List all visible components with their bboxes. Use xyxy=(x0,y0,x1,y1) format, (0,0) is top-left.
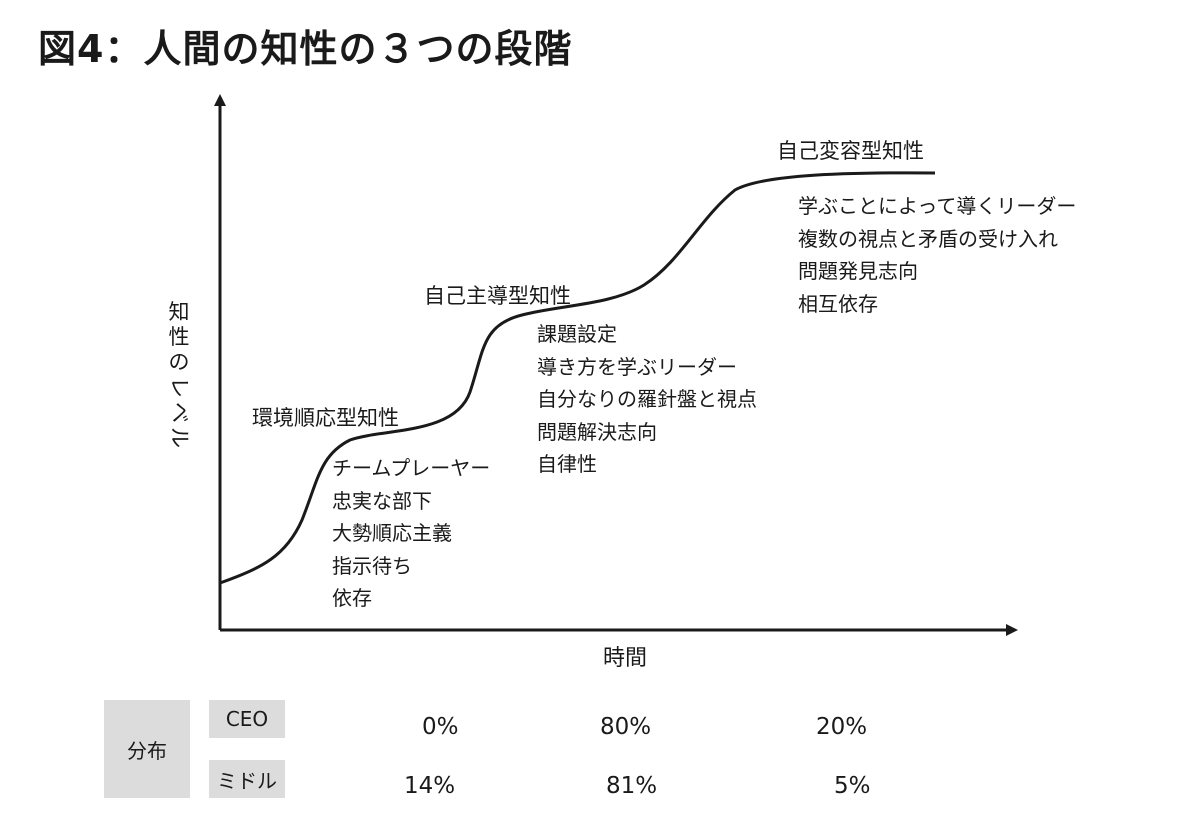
middle-stage-1-value: 14% xyxy=(404,773,456,799)
trait-item: 忠実な部下 xyxy=(332,488,432,513)
ceo-stage-1-value: 0% xyxy=(422,714,459,740)
stage-1-title: 環境順応型知性 xyxy=(252,406,399,430)
trait-item: 課題設定 xyxy=(537,322,617,346)
trait-item: 学ぶことによって導くリーダー xyxy=(798,194,1077,218)
trait-item: 問題発見志向 xyxy=(798,259,918,283)
y-axis-label-char: の xyxy=(168,350,190,374)
trait-item: 指示待ち xyxy=(332,553,412,578)
trait-item: 大勢順応主義 xyxy=(332,521,452,545)
trait-item: 問題解決志向 xyxy=(537,419,657,444)
y-axis-label-char: 性 xyxy=(168,325,190,349)
stage-3-title: 自己変容型知性 xyxy=(777,139,924,163)
trait-item: 依存 xyxy=(332,586,372,610)
distribution-label: 分布 xyxy=(104,700,190,798)
trait-item: 自分なりの羅針盤と視点 xyxy=(537,387,757,411)
stage-1-traits: チームプレーヤー 忠実な部下 大勢順応主義 指示待ち 依存 xyxy=(332,452,490,615)
y-axis-label-char: 知 xyxy=(168,300,190,324)
ceo-stage-2-value: 80% xyxy=(600,714,652,740)
trait-item: 複数の視点と矛盾の受け入れ xyxy=(798,226,1058,251)
group-label-middle: ミドル xyxy=(209,760,285,798)
trait-item: 導き方を学ぶリーダー xyxy=(537,354,737,379)
stage-2-title: 自己主導型知性 xyxy=(424,284,571,308)
ceo-stage-3-value: 20% xyxy=(816,714,868,740)
x-axis-label: 時間 xyxy=(603,646,648,671)
development-curve xyxy=(219,171,936,585)
y-axis-label-char: ル xyxy=(167,427,192,448)
trait-item: チームプレーヤー xyxy=(332,456,491,480)
middle-stage-2-value: 81% xyxy=(606,773,658,799)
trait-item: 自律性 xyxy=(537,452,597,476)
trait-item: 相互依存 xyxy=(798,291,878,316)
page-title: 図4：人間の知性の３つの段階 xyxy=(38,27,573,71)
middle-stage-3-value: 5% xyxy=(834,773,871,799)
stage-3-traits: 学ぶことによって導くリーダー 複数の視点と矛盾の受け入れ 問題発見志向 相互依存 xyxy=(798,190,1076,320)
stage-2-traits: 課題設定 導き方を学ぶリーダー 自分なりの羅針盤と視点 問題解決志向 自律性 xyxy=(537,318,757,481)
y-axis-label: 知 性 の レ ベ ル xyxy=(164,300,194,450)
group-label-ceo: CEO xyxy=(209,700,285,738)
